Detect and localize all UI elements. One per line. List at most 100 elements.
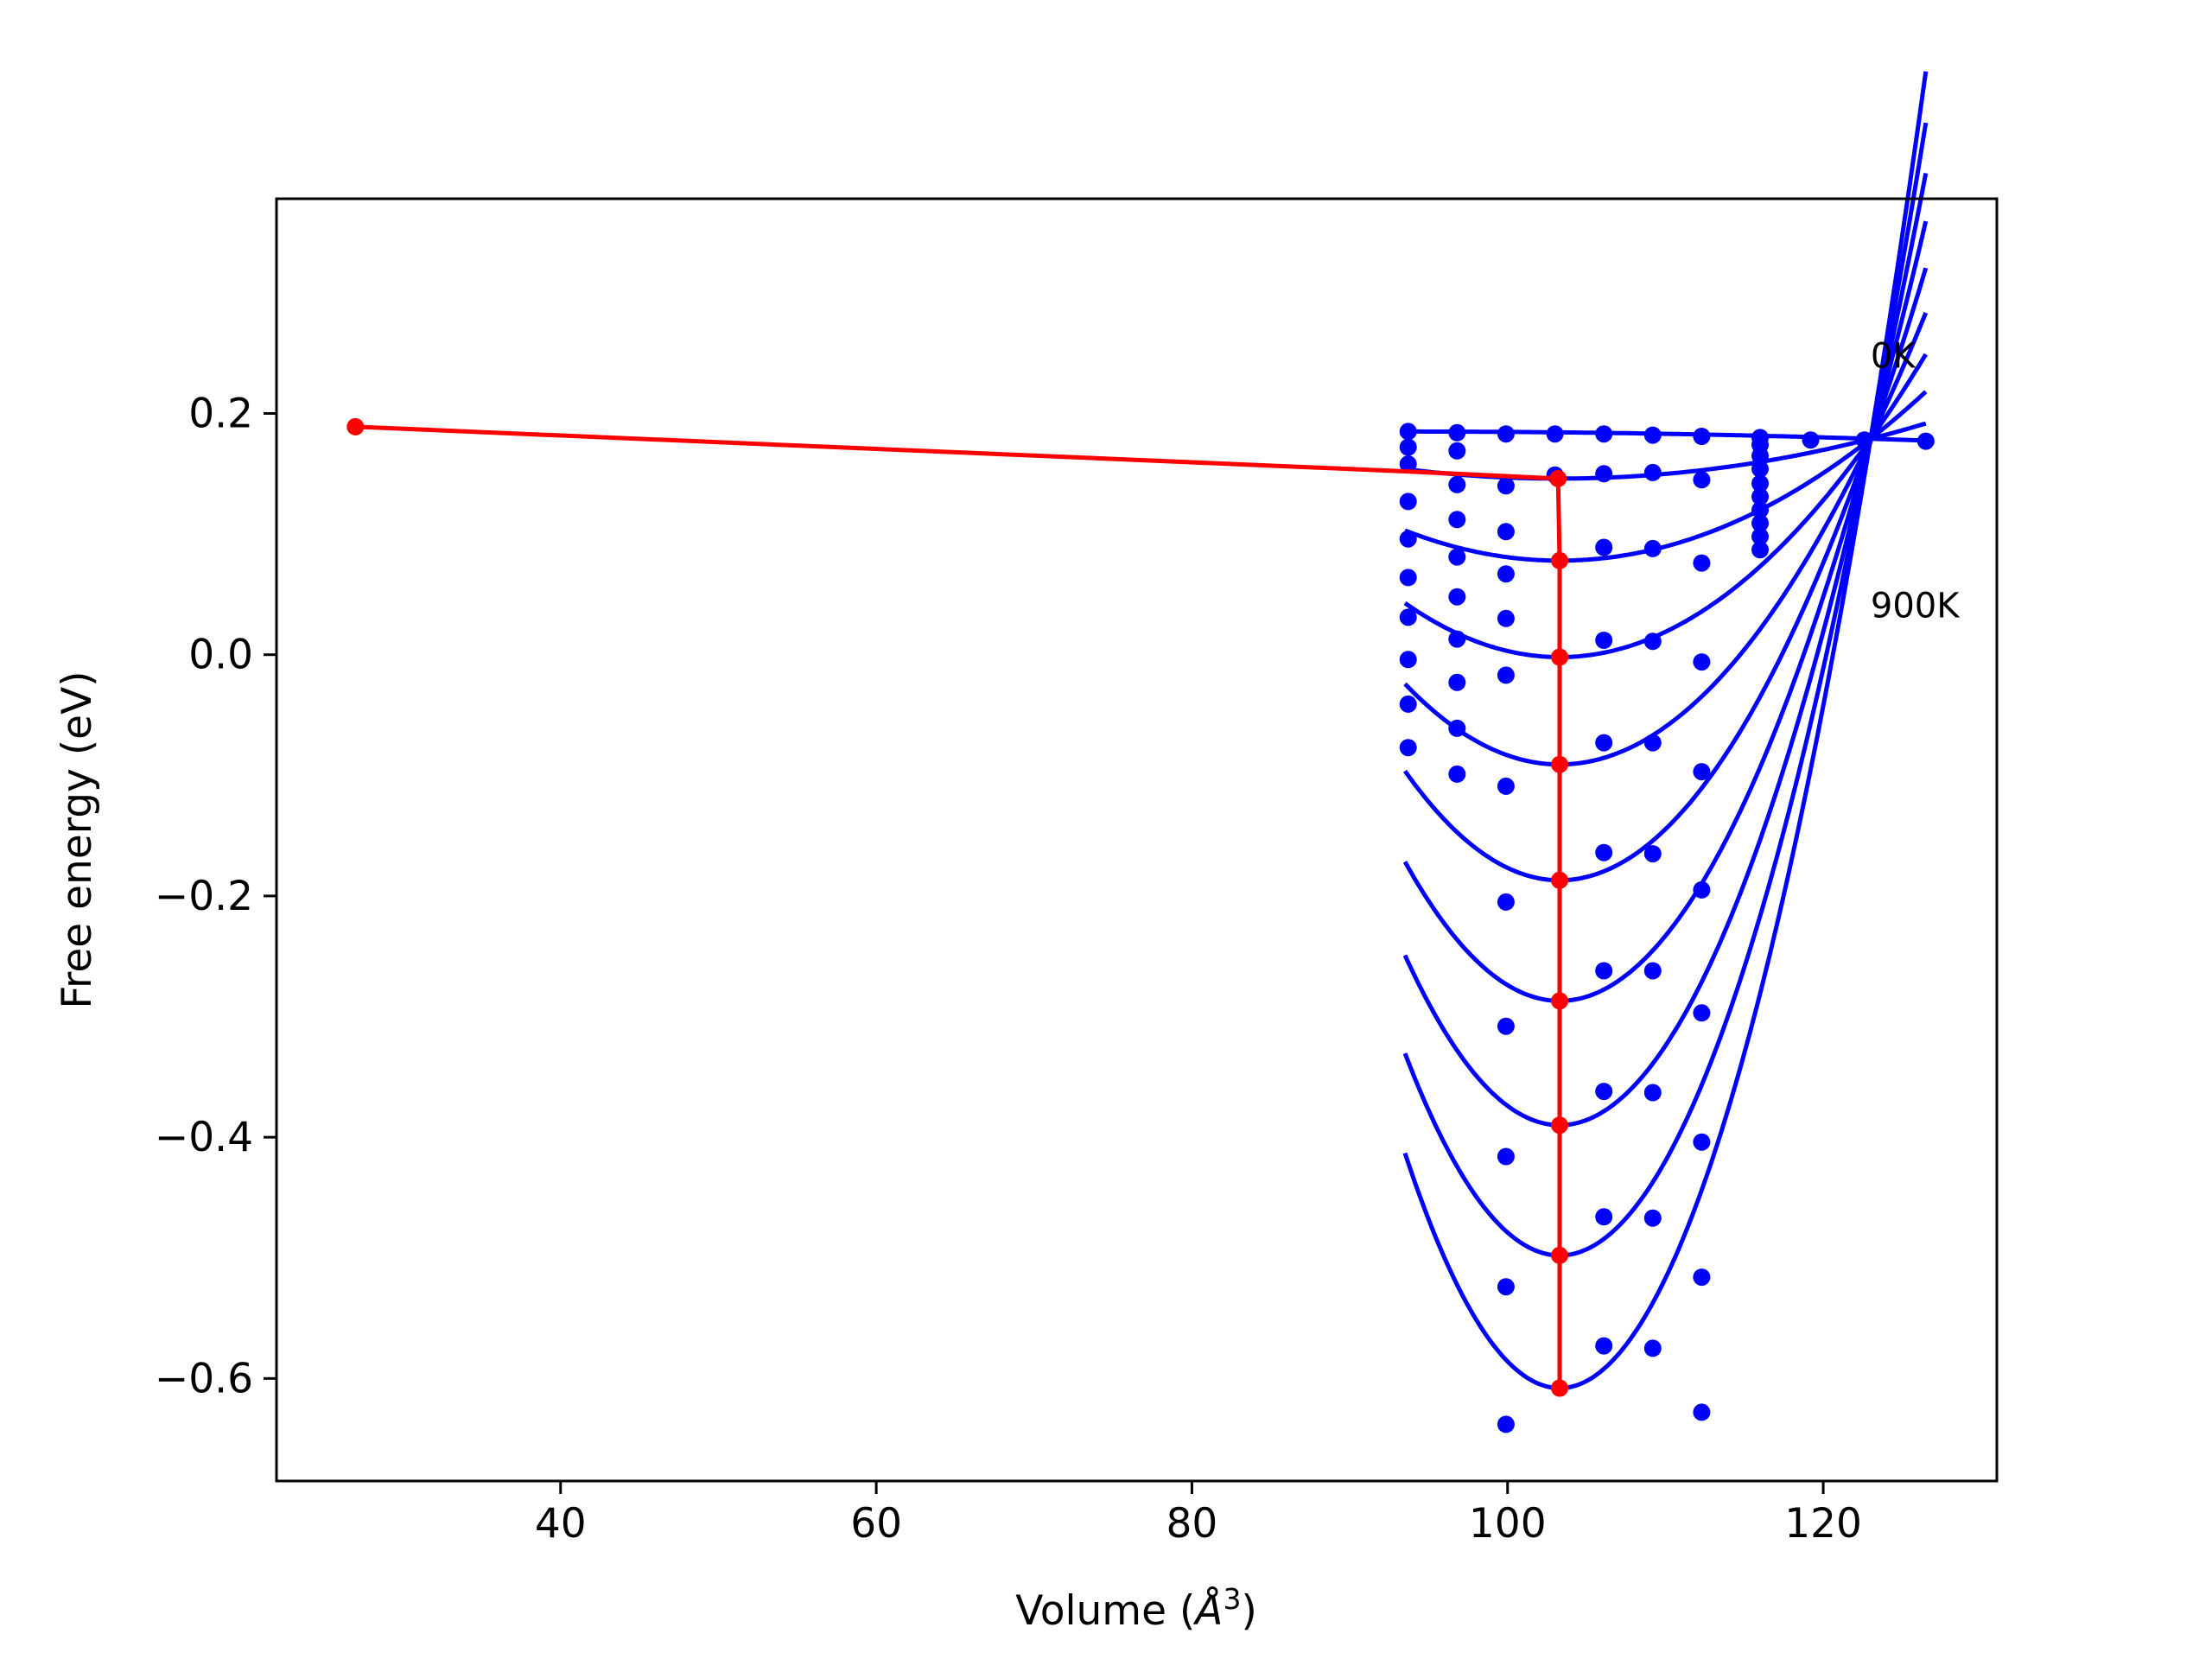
data-point: [1595, 962, 1613, 980]
annotations: 0K 900K: [1871, 336, 1961, 626]
x-tick-label: 100: [1469, 1500, 1547, 1548]
data-point: [1497, 1147, 1515, 1166]
data-point: [1497, 777, 1515, 795]
data-point: [1497, 565, 1515, 583]
minimum-point: [1551, 871, 1568, 889]
data-point: [1448, 588, 1466, 606]
minimum-point: [1549, 469, 1567, 487]
data-point: [1643, 463, 1662, 481]
x-tick-label: 40: [535, 1500, 587, 1548]
data-point: [1497, 893, 1515, 911]
data-point: [1497, 1278, 1515, 1296]
data-point: [1595, 1083, 1613, 1101]
y-tick-label: 0.2: [188, 390, 253, 437]
data-point: [1497, 523, 1515, 541]
data-point: [1497, 1415, 1515, 1433]
data-point: [1497, 477, 1515, 495]
data-point: [1643, 1209, 1662, 1227]
data-point: [1497, 609, 1515, 627]
data-point: [1751, 474, 1769, 493]
data-point: [1855, 431, 1873, 449]
data-point: [1399, 455, 1417, 474]
minimum-path: [346, 417, 1568, 1397]
data-point: [1399, 493, 1417, 511]
data-point: [1595, 425, 1613, 443]
data-point: [1693, 653, 1711, 671]
data-point: [1595, 843, 1613, 861]
fit-curves: [1402, 71, 1929, 1390]
data-point: [1595, 465, 1613, 483]
data-point: [1751, 447, 1769, 465]
data-point: [1916, 432, 1935, 450]
data-point: [1595, 734, 1613, 752]
data-point: [1751, 514, 1769, 532]
data-point: [1448, 442, 1466, 460]
data-point: [1399, 695, 1417, 713]
data-point: [1643, 845, 1662, 863]
data-point: [1448, 719, 1466, 737]
data-point: [1643, 1339, 1662, 1357]
data-point: [1448, 423, 1466, 442]
curve-annotation: 900K: [1871, 586, 1961, 626]
data-point: [1751, 527, 1769, 545]
data-point: [1399, 739, 1417, 757]
data-point: [1399, 530, 1417, 548]
data-point: [1693, 880, 1711, 899]
fit-curve: [1402, 122, 1929, 1258]
data-point: [1399, 423, 1417, 441]
data-points: [1399, 423, 1935, 1433]
fit-curve: [1404, 390, 1928, 563]
fit-curve: [1403, 312, 1929, 767]
x-tick-label: 120: [1784, 1500, 1862, 1548]
data-point: [1497, 425, 1515, 443]
y-tick-label: −0.4: [155, 1114, 253, 1161]
fit-curve: [1402, 267, 1929, 883]
data-point: [1643, 632, 1662, 651]
data-point: [1693, 1403, 1711, 1421]
data-point: [1595, 632, 1613, 649]
data-point: [1643, 1084, 1662, 1102]
data-point: [1751, 487, 1769, 505]
minimum-point: [1551, 1116, 1568, 1135]
data-point: [1693, 428, 1711, 445]
data-point: [1643, 734, 1662, 752]
data-point: [1643, 962, 1662, 980]
y-axis-ticks: −0.6 −0.4 −0.2 0.0 0.2: [155, 390, 276, 1402]
y-axis-label: Free energy (eV): [54, 671, 101, 1008]
data-point: [1448, 511, 1466, 529]
data-point: [1448, 673, 1466, 691]
fit-curve: [1402, 220, 1929, 1003]
data-point: [1497, 1017, 1515, 1035]
data-point: [1693, 1268, 1711, 1287]
minimum-point: [1551, 1379, 1568, 1397]
minimum-point: [1551, 755, 1568, 773]
curve-annotation: 0K: [1871, 336, 1916, 376]
data-point: [1693, 471, 1711, 489]
data-point: [1546, 425, 1564, 443]
data-point: [1802, 431, 1820, 449]
data-point: [1497, 666, 1515, 684]
y-tick-label: −0.6: [155, 1355, 253, 1402]
data-point: [1643, 426, 1662, 444]
data-point: [1643, 539, 1662, 557]
x-tick-label: 60: [850, 1500, 902, 1548]
data-point: [1693, 554, 1711, 572]
fit-curve: [1405, 429, 1926, 443]
data-point: [1693, 1133, 1711, 1151]
fit-curve: [1402, 173, 1929, 1128]
data-point: [1399, 438, 1417, 456]
data-point: [1448, 475, 1466, 493]
fit-curve: [1403, 353, 1928, 659]
fit-curve: [1402, 71, 1929, 1390]
minimum-point: [1551, 992, 1568, 1010]
x-axis-ticks: 40 60 80 100 120: [535, 1481, 1862, 1548]
x-axis-label: Volume (Å3): [1015, 1582, 1257, 1635]
minimum-point: [1551, 648, 1568, 666]
minimum-point: [1551, 1246, 1568, 1264]
data-point: [1693, 763, 1711, 781]
data-point: [1448, 630, 1466, 648]
minimum-point: [1551, 551, 1568, 569]
y-tick-label: −0.2: [155, 873, 253, 920]
